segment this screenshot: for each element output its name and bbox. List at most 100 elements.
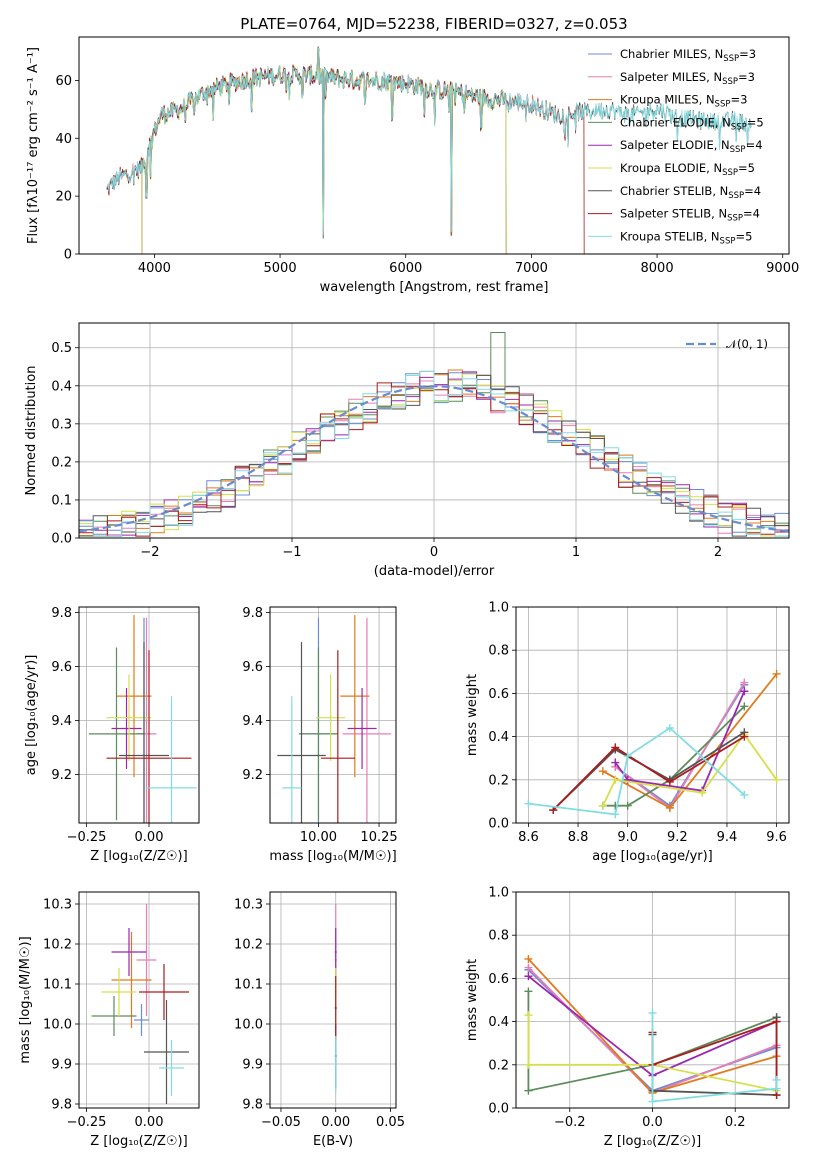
x-tick-label: −0.2: [554, 1115, 586, 1130]
y-tick-label: 0: [64, 248, 72, 263]
x-tick-label: 9.2: [667, 830, 688, 845]
x-tick-label: 8.6: [518, 830, 539, 845]
y-axis-label: Flux [fλ10⁻¹⁷ erg cm⁻² s⁻¹ A⁻¹]: [26, 47, 41, 244]
x-tick-label: 0.0: [642, 1115, 663, 1130]
weight-marker-kroupa_elodie: [524, 1011, 533, 1020]
gaussian-curve: [79, 385, 789, 533]
x-tick-label: 9.6: [766, 830, 787, 845]
y-tick-label: 9.8: [242, 1098, 263, 1113]
legend-entry: Salpeter MILES, NSSP=3: [620, 70, 755, 87]
y-axis-label: mass weight: [465, 674, 480, 756]
x-tick-label: 0: [430, 545, 438, 560]
panel-spectrum: 4000 5000 6000 7000 8000 9000 0 20 40 60 wavelengt…: [26, 36, 799, 295]
y-tick-label: 10.1: [43, 978, 72, 993]
legend-entry: Kroupa STELIB, NSSP=5: [620, 229, 752, 246]
y-tick-label: 0.1: [51, 493, 72, 508]
legend-entry: Chabrier STELIB, NSSP=4: [620, 184, 761, 201]
weight-marker-kroupa_stelib: [772, 1075, 781, 1084]
plot-area: [79, 332, 789, 537]
weight-marker-salpeter_miles: [740, 678, 749, 687]
axes-frame: [78, 606, 200, 824]
weight-marker-kroupa_elodie: [524, 1060, 533, 1069]
y-tick-label: 0.2: [488, 773, 509, 788]
weight-marker-kroupa_elodie: [598, 801, 607, 810]
weight-marker-kroupa_stelib: [611, 810, 620, 819]
x-tick-label: 6000: [389, 261, 422, 276]
figure-title: PLATE=0764, MJD=52238, FIBERID=0327, z=0…: [240, 15, 627, 33]
y-tick-label: 0.3: [51, 417, 72, 432]
weight-marker-kroupa_stelib: [772, 1084, 781, 1093]
x-tick-label: 0.00: [321, 1115, 350, 1130]
plot-area: [91, 904, 189, 1104]
weight-line-kroupa_elodie: [527, 1015, 777, 1092]
x-tick-label: 1: [572, 545, 580, 560]
x-axis-label: wavelength [Angstrom, rest frame]: [320, 280, 549, 295]
x-tick-label: −1: [282, 545, 301, 560]
y-tick-label: 0.0: [488, 817, 509, 832]
y-tick-label: 10.2: [234, 938, 263, 953]
x-tick-label: 7000: [515, 261, 548, 276]
y-tick-label: 10.1: [234, 978, 263, 993]
y-tick-label: 0.5: [51, 341, 72, 356]
weight-marker-kroupa_stelib: [648, 1097, 657, 1106]
weight-marker-salpeter_stelib: [665, 777, 674, 786]
weight-marker-salpeter_stelib: [740, 732, 749, 741]
x-axis-label: mass [log₁₀(M/M☉)]: [269, 849, 396, 864]
y-tick-label: 9.8: [242, 606, 263, 621]
x-tick-label: 0.05: [376, 1115, 405, 1130]
panel-weight_vs_Z: −0.2 0.0 0.2 0.0 0.2 0.4 0.6 0.8 1.0 Z [log₁₀(Z/Z…: [465, 886, 790, 1149]
plot-area: [277, 615, 392, 823]
x-axis-label: Z [log₁₀(Z/Z☉)]: [604, 1134, 701, 1149]
y-tick-label: 0.4: [51, 379, 72, 394]
y-tick-label: 0.4: [488, 730, 509, 745]
y-tick-label: 10.3: [43, 898, 72, 913]
weight-marker-chabrier_elodie: [740, 702, 749, 711]
weight-marker-salpeter_elodie: [524, 972, 533, 981]
axes-frame: [78, 322, 790, 539]
weight-marker-kroupa_stelib: [623, 752, 632, 761]
y-tick-label: 9.4: [242, 714, 263, 729]
x-tick-label: 8.8: [568, 830, 589, 845]
weight-marker-salpeter_elodie: [611, 758, 620, 767]
y-tick-label: 9.8: [51, 1098, 72, 1113]
weight-marker-salpeter_stelib: [772, 1017, 781, 1026]
y-tick-label: 1.0: [488, 886, 509, 901]
histogram-kroupa_elodie: [79, 373, 789, 537]
x-tick-label: 9.0: [617, 830, 638, 845]
x-tick-label: 0.00: [135, 830, 164, 845]
x-tick-label: 10.25: [360, 830, 397, 845]
y-axis-label: Normed distribution: [24, 366, 39, 496]
weight-marker-salpeter_elodie: [740, 687, 749, 696]
x-tick-label: 4000: [138, 261, 171, 276]
weight-marker-kroupa_stelib: [740, 790, 749, 799]
x-axis-label: age [log₁₀(age/yr)]: [592, 849, 713, 864]
axes-frame: [269, 891, 397, 1109]
y-tick-label: 9.8: [51, 606, 72, 621]
y-tick-label: 0.8: [488, 929, 509, 944]
weight-marker-kroupa_miles: [772, 669, 781, 678]
axes-frame: [78, 891, 200, 1109]
panel-age_vs_Z: −0.25 0.00 9.2 9.4 9.6 9.8 Z [log₁₀(Z/Z☉)] age …: [24, 606, 200, 864]
y-axis-label: mass weight: [465, 959, 480, 1041]
legend-entry: Chabrier ELODIE, NSSP=5: [620, 115, 764, 132]
plot-area: [106, 46, 752, 254]
weight-marker-chabrier_elodie: [623, 801, 632, 810]
axes-frame: [515, 606, 790, 824]
x-tick-label: 9000: [766, 261, 799, 276]
y-tick-label: 0.6: [488, 972, 509, 987]
y-tick-label: 20: [55, 190, 72, 205]
weight-marker-kroupa_miles: [598, 767, 607, 776]
panel-weight_vs_age: 8.6 8.8 9.0 9.2 9.4 9.6 0.0 0.2 0.4 0.6 0.8 1.0 age …: [465, 601, 790, 864]
weight-line-chabrier_stelib: [552, 731, 745, 811]
weight-marker-kroupa_elodie: [698, 788, 707, 797]
weight-line-kroupa_miles: [602, 673, 778, 810]
weight-marker-kroupa_stelib: [524, 799, 533, 808]
weight-marker-kroupa_miles: [524, 954, 533, 963]
y-tick-label: 9.6: [242, 660, 263, 675]
legend-entry-gaussian: 𝒩(0, 1): [726, 337, 768, 351]
weight-line-kroupa_stelib: [651, 1013, 778, 1103]
y-tick-label: 0.6: [488, 687, 509, 702]
plot-area: [524, 669, 781, 819]
x-axis-label: Z [log₁₀(Z/Z☉)]: [90, 849, 187, 864]
y-tick-label: 10.0: [43, 1018, 72, 1033]
